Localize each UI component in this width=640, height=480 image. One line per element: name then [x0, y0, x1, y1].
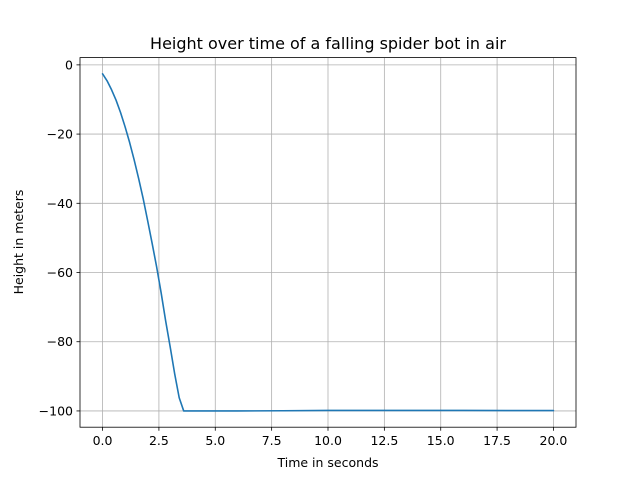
x-tick-label: 15.0: [427, 433, 455, 448]
x-tick-label: 2.5: [149, 433, 169, 448]
x-tick-label: 0.0: [93, 433, 113, 448]
y-tick-label: −40: [47, 196, 73, 211]
chart-title: Height over time of a falling spider bot…: [150, 34, 506, 53]
x-tick-label: 5.0: [205, 433, 225, 448]
y-tick-label: −60: [47, 265, 73, 280]
x-tick-label: 17.5: [483, 433, 511, 448]
y-axis: 0 −20 −40 −60 −80 −100: [39, 57, 80, 418]
series-group: [101, 73, 555, 412]
series-line: [101, 73, 555, 412]
y-axis-label: Height in meters: [11, 190, 26, 295]
y-tick-label: −80: [47, 334, 73, 349]
x-tick-label: 20.0: [540, 433, 568, 448]
x-axis: 0.0 2.5 5.0 7.5 10.0 12.5 15.0 17.5 20.0: [93, 427, 568, 448]
x-tick-label: 12.5: [370, 433, 398, 448]
x-axis-label: Time in seconds: [276, 455, 378, 470]
x-tick-label: 7.5: [262, 433, 282, 448]
grid: [80, 57, 576, 428]
y-tick-label: −20: [47, 127, 73, 142]
y-tick-label: −100: [39, 403, 73, 418]
x-tick-label: 10.0: [314, 433, 342, 448]
y-tick-label: 0: [65, 57, 73, 72]
